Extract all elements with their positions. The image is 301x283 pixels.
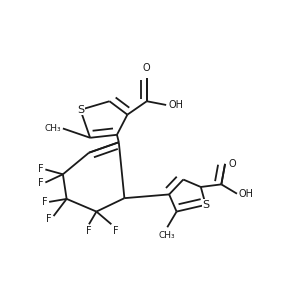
Text: F: F: [42, 197, 47, 207]
Text: OH: OH: [168, 100, 183, 110]
Text: OH: OH: [239, 189, 254, 199]
Text: CH₃: CH₃: [45, 124, 61, 133]
Text: F: F: [86, 226, 92, 236]
Text: F: F: [38, 177, 44, 188]
Text: O: O: [229, 159, 236, 169]
Text: CH₃: CH₃: [159, 231, 175, 240]
Text: S: S: [77, 105, 84, 115]
Text: S: S: [202, 200, 209, 210]
Text: F: F: [46, 214, 52, 224]
Text: O: O: [143, 63, 150, 72]
Text: F: F: [38, 164, 44, 174]
Text: F: F: [113, 226, 119, 236]
